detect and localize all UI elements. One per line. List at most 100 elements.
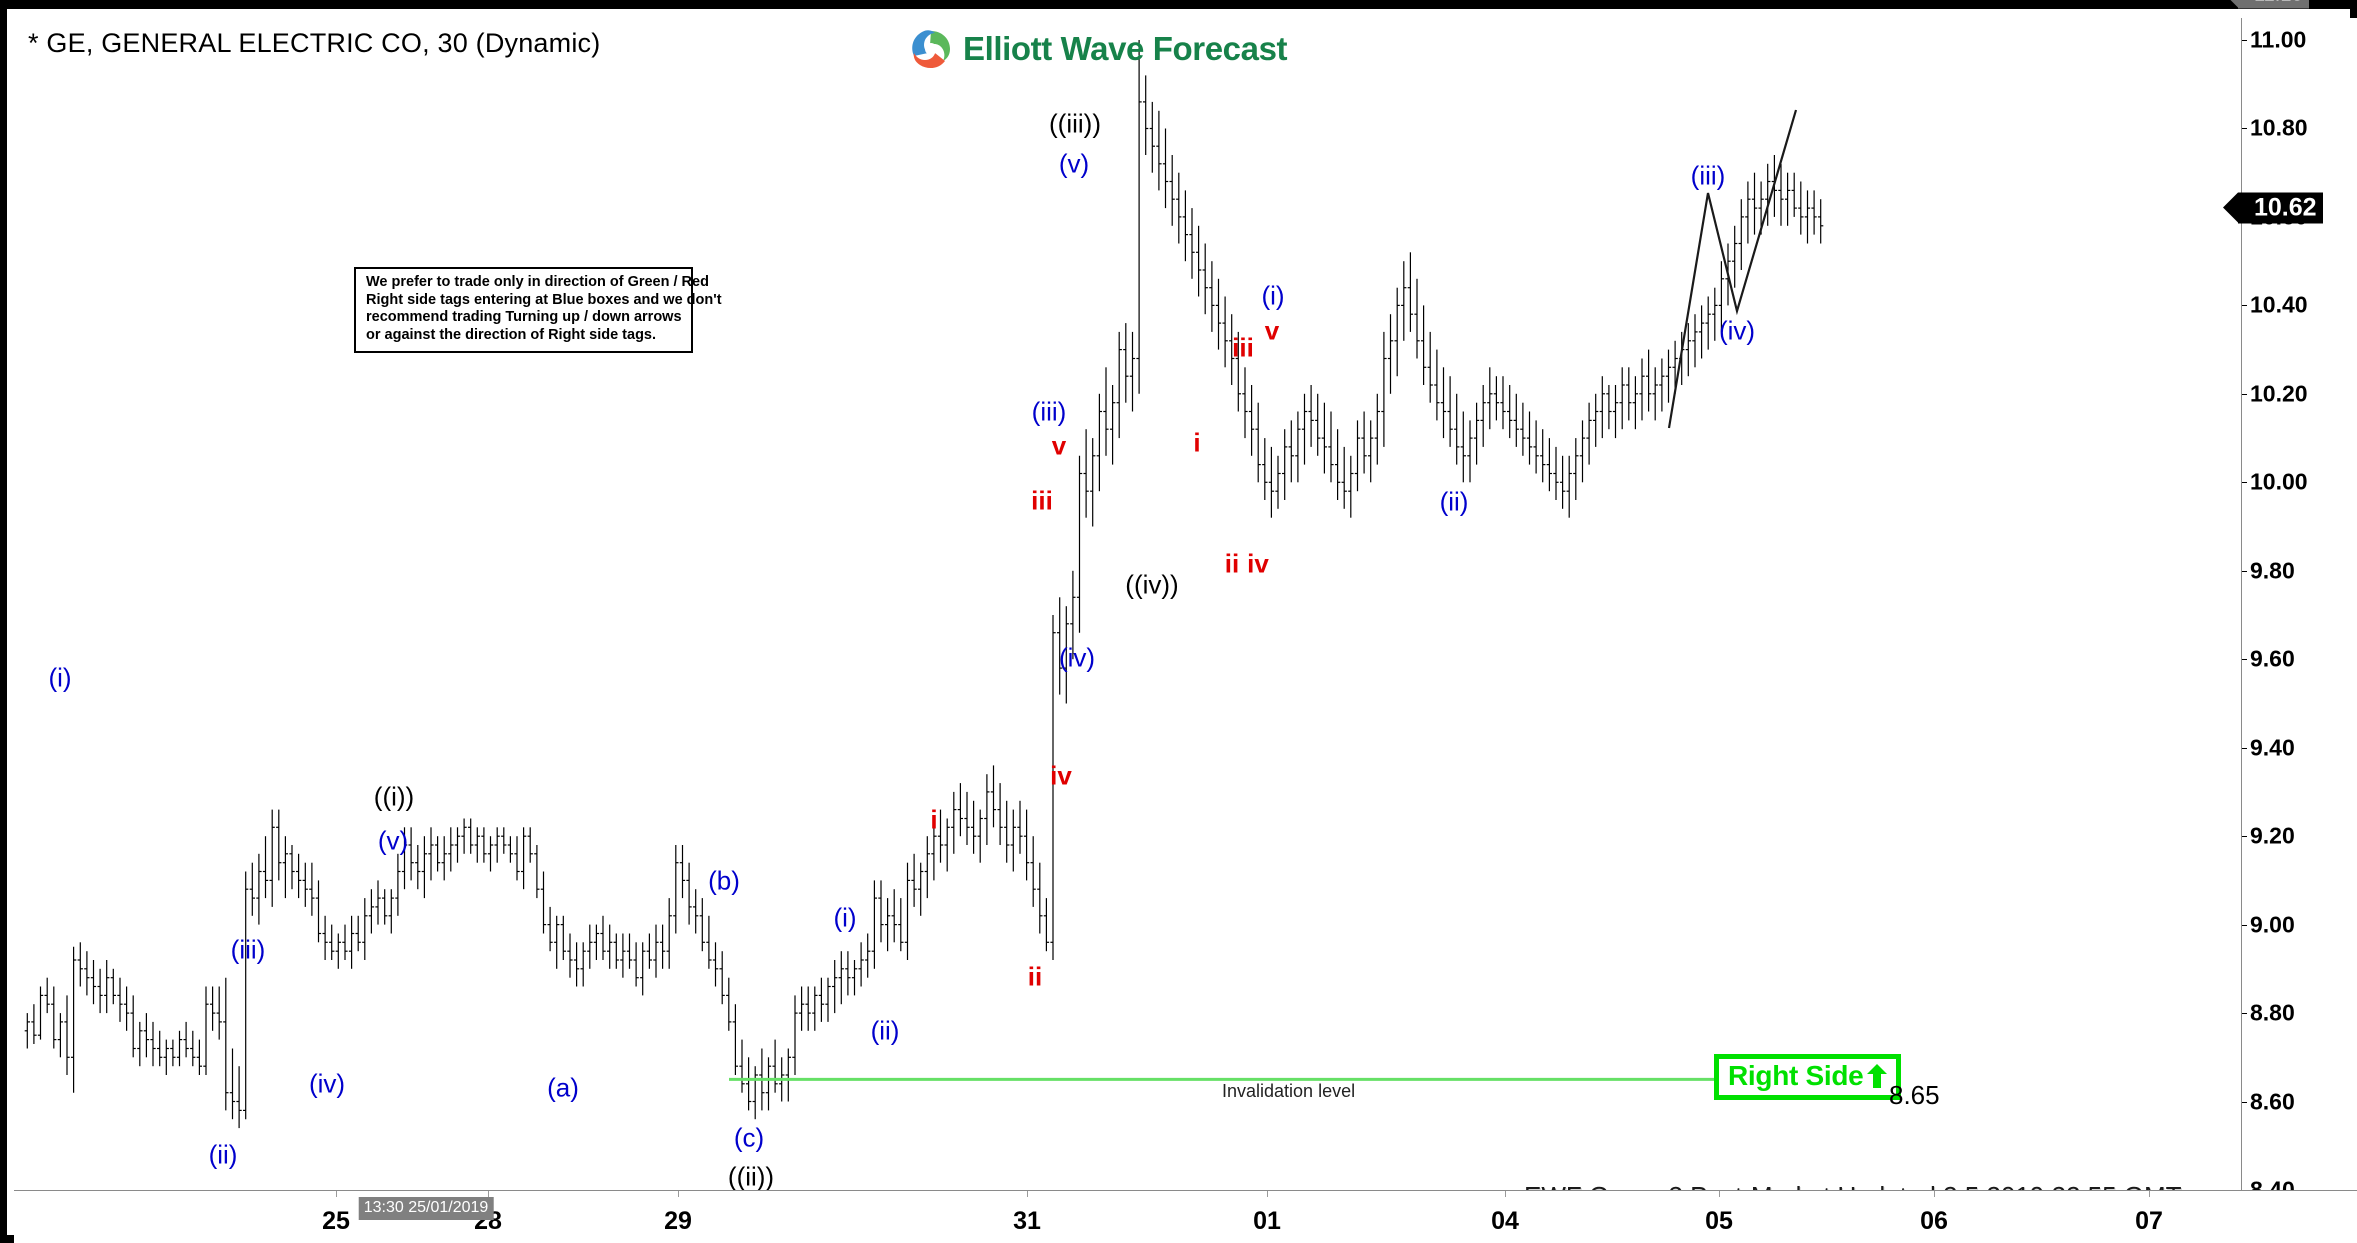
- infobox-line: recommend trading Turning up / down arro…: [366, 309, 682, 325]
- time-tick-mark: [1267, 1191, 1268, 1197]
- price-tick-label: 8.80: [2250, 999, 2295, 1026]
- price-tick-label: 10.00: [2250, 468, 2308, 495]
- time-tick-mark: [1027, 1191, 1028, 1197]
- price-tick-mark: [2242, 128, 2247, 130]
- wave-label-ii-11: (ii): [870, 1015, 900, 1046]
- wave-label-iv-15: (iv): [1058, 642, 1096, 673]
- high-price-value: 11.13: [2254, 0, 2303, 6]
- price-tick-mark: [2242, 40, 2247, 41]
- wave-label-iii-25: iii: [1232, 332, 1254, 363]
- chart-window-frame: * GE, GENERAL ELECTRIC CO, 30 (Dynamic) …: [6, 0, 2357, 1243]
- price-tick-label: 8.60: [2250, 1088, 2295, 1115]
- wave-label-ii-9: ((ii)): [727, 1161, 775, 1191]
- price-tick-label: 11.00: [2250, 26, 2307, 53]
- invalidation-level-label: Invalidation level: [1222, 1081, 1356, 1101]
- wave-label-iii-20: ((iii)): [1049, 108, 1101, 139]
- price-tick-label: 10.40: [2250, 291, 2308, 318]
- time-tick-mark: [488, 1191, 489, 1197]
- price-tick-mark: [2242, 836, 2247, 838]
- infobox-line: Right side tags entering at Blue boxes a…: [366, 291, 722, 308]
- price-tick-label: 9.20: [2250, 822, 2295, 849]
- ohlc-bars-layer: [24, 40, 1824, 1129]
- wave-label-v-26: v: [1264, 315, 1280, 346]
- wave-label-ii-1: (ii): [208, 1139, 238, 1170]
- update-caption: EWF Group 3 Post-Market Updated 2.5.2019…: [1524, 1181, 2182, 1190]
- price-tick-mark: [2242, 570, 2247, 572]
- time-tick-mark: [1934, 1191, 1935, 1197]
- time-tick-mark: [336, 1191, 337, 1197]
- time-tick-label: 07: [2135, 1207, 2163, 1235]
- current-price-marker: 10.62: [2223, 192, 2323, 224]
- time-tick-label: 29: [664, 1207, 692, 1235]
- invalidation-price-label: 8.65: [1889, 1080, 1940, 1110]
- ewf-swirl-logo-icon: [912, 30, 950, 69]
- infobox-line: or against the direction of Right side t…: [366, 326, 657, 343]
- time-tick-mark: [2149, 1191, 2150, 1197]
- wave-label-i-0: (i): [48, 662, 72, 693]
- chart-title: * GE, GENERAL ELECTRIC CO, 30 (Dynamic): [28, 28, 601, 58]
- wave-label-i-10: (i): [833, 902, 857, 933]
- right-side-badge-text: Right Side: [1728, 1060, 1864, 1091]
- wave-label-iii-18: (iii): [1031, 396, 1067, 427]
- wave-label-iii-2: (iii): [230, 934, 266, 965]
- wave-label-i-27: (i): [1261, 280, 1285, 311]
- wave-label-a-6: (a): [547, 1072, 579, 1103]
- right-side-badge: Right Side: [1714, 1054, 1902, 1100]
- time-tick-label: 05: [1705, 1207, 1733, 1235]
- wave-label-iii-16: iii: [1031, 485, 1053, 516]
- price-tick-mark: [2242, 1013, 2247, 1015]
- time-tick-label: 25: [322, 1207, 350, 1235]
- time-tick-label: 04: [1491, 1207, 1519, 1235]
- arrow-up-icon: [1867, 1064, 1888, 1088]
- price-tick-label: 9.40: [2250, 734, 2295, 761]
- wave-projection-layer: [1667, 109, 1798, 429]
- price-tick-mark: [2242, 482, 2247, 484]
- price-tick-label: 9.00: [2250, 911, 2295, 938]
- price-tick-label: 10.80: [2250, 114, 2308, 141]
- price-tick-label: 9.80: [2250, 557, 2295, 584]
- price-tick-mark: [2242, 393, 2247, 395]
- infobox-line: We prefer to trade only in direction of …: [366, 274, 709, 290]
- wave-label-v-19: (v): [1058, 148, 1090, 179]
- price-tick-mark: [2242, 659, 2247, 661]
- high-price-marker: 11.13: [2225, 0, 2309, 8]
- ewf-logo: Elliott Wave Forecast: [909, 28, 1288, 70]
- wave-label-i-5: ((i)): [373, 781, 415, 812]
- wave-label-ii-28: (ii): [1439, 486, 1469, 517]
- wave-label-ii-13: ii: [1027, 961, 1043, 992]
- time-tick-label: 31: [1013, 1207, 1041, 1235]
- wave-label-v-4: (v): [377, 825, 409, 856]
- chart-plot-area[interactable]: * GE, GENERAL ELECTRIC CO, 30 (Dynamic) …: [14, 18, 2241, 1190]
- time-tick-mark: [1719, 1191, 1720, 1197]
- wave-label-iv-24: iv: [1247, 548, 1269, 579]
- price-tick-mark: [2242, 305, 2247, 307]
- price-tick-mark: [2242, 1101, 2247, 1103]
- time-tick-label: 01: [1253, 1207, 1281, 1235]
- price-axis[interactable]: 11.0010.8010.6010.4010.2010.009.809.609.…: [2223, 0, 2357, 1203]
- price-tick-label: 10.20: [2250, 380, 2308, 407]
- time-tick-label: 06: [1920, 1207, 1948, 1235]
- wave-label-iv-3: (iv): [308, 1068, 346, 1099]
- price-tick-label: 9.60: [2250, 645, 2295, 672]
- wave-label-iii-29: (iii): [1690, 160, 1726, 191]
- wave-label-b-7: (b): [708, 865, 740, 896]
- wave-label-iv-14: iv: [1050, 760, 1072, 791]
- time-axis[interactable]: 25 28 29 31 01 04 05 06 07 13:30 25/01/2019: [14, 1190, 2357, 1243]
- time-tick-mark: [678, 1191, 679, 1197]
- price-tick-mark: [2242, 924, 2247, 926]
- ewf-logo-text: Elliott Wave Forecast: [963, 30, 1288, 67]
- price-tick-mark: [2242, 747, 2247, 749]
- time-tick-mark: [1505, 1191, 1506, 1197]
- wave-label-iv-21: ((iv)): [1125, 569, 1179, 600]
- wave-label-iv-30: (iv): [1718, 315, 1756, 346]
- wave-label-i-22: i: [1193, 427, 1201, 458]
- wave-label-v-17: v: [1051, 430, 1067, 461]
- current-price-value: 10.62: [2254, 193, 2317, 222]
- time-crosshair-tooltip: 13:30 25/01/2019: [358, 1197, 494, 1220]
- invalidation-line-layer: [729, 1077, 1884, 1081]
- wave-label-c-8: (c): [733, 1122, 765, 1153]
- wave-label-ii-23: ii: [1224, 548, 1240, 579]
- wave-label-i-12: i: [930, 804, 938, 835]
- trading-guidance-textbox: We prefer to trade only in direction of …: [354, 267, 722, 353]
